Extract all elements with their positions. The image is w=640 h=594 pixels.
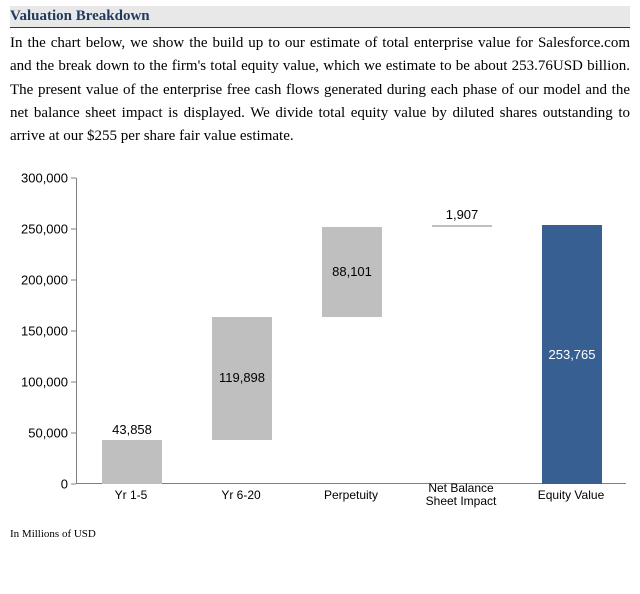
y-tick-label: 200,000 (21, 273, 68, 288)
x-category-label: Yr 6-20 (221, 488, 260, 502)
body-paragraph: In the chart below, we show the build up… (10, 32, 630, 148)
y-tick-label: 150,000 (21, 324, 68, 339)
section-title: Valuation Breakdown (10, 6, 630, 28)
x-category-label: Equity Value (538, 488, 605, 502)
y-axis: 050,000100,000150,000200,000250,000300,0… (16, 178, 76, 484)
y-tick-label: 100,000 (21, 375, 68, 390)
bar-value-label: 253,765 (549, 347, 596, 362)
bar-value-label: 1,907 (446, 207, 479, 222)
x-category-label: Net Balance Sheet Impact (411, 482, 511, 508)
y-tick-label: 50,000 (28, 426, 68, 441)
bar (432, 225, 493, 227)
plot-area: 43,858 119,898 88,101 1,907 253,765 (76, 178, 626, 484)
y-tick-label: 0 (61, 477, 68, 492)
bar-value-label: 119,898 (219, 370, 265, 385)
x-category-label: Perpetuity (324, 488, 378, 502)
valuation-waterfall-chart: 050,000100,000150,000200,000250,000300,0… (16, 178, 626, 508)
bar-value-label: 43,858 (112, 422, 152, 437)
y-tick-label: 300,000 (21, 171, 68, 186)
y-tick-label: 250,000 (21, 222, 68, 237)
x-axis-labels: Yr 1-5 Yr 6-20 Perpetuity Net Balance Sheet… (76, 484, 626, 508)
bar-value-label: 88,101 (332, 264, 372, 279)
x-category-label: Yr 1-5 (115, 488, 148, 502)
chart-footnote: In Millions of USD (10, 528, 630, 540)
bar (102, 440, 163, 485)
